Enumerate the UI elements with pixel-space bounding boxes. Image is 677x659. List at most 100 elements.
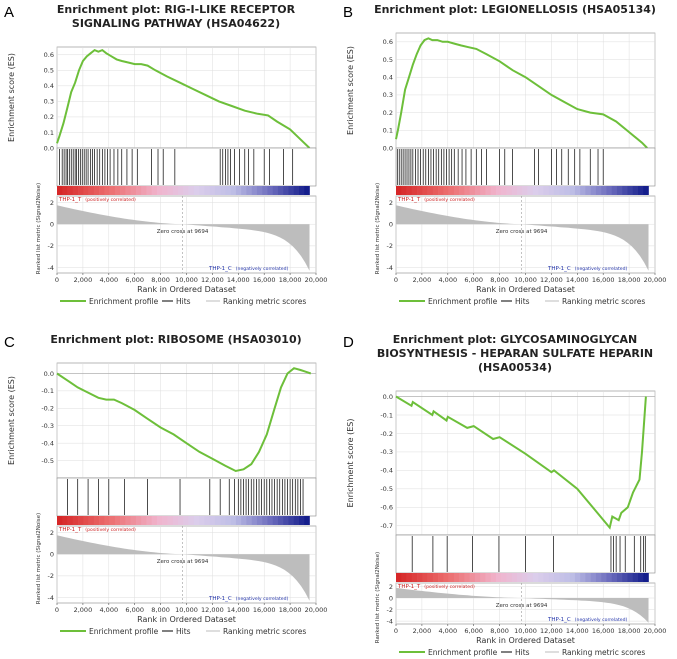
gradient-segment xyxy=(62,516,68,525)
gradient-segment xyxy=(88,186,95,195)
ranked-tick-label: -4 xyxy=(387,617,393,625)
gradient-segment xyxy=(214,186,221,195)
gradient-segment xyxy=(606,186,612,195)
es-ylabel: Enrichment score (ES) xyxy=(7,53,16,142)
es-tick-label: 0.1 xyxy=(44,129,54,137)
x-tick-label: 10,000 xyxy=(175,606,198,614)
gradient-segment xyxy=(193,516,200,525)
legend-metric-label: Ranking metric scores xyxy=(223,627,306,636)
es-ylabel: Enrichment score (ES) xyxy=(346,46,355,135)
gradient-segment xyxy=(580,186,586,195)
es-tick-label: 0.3 xyxy=(44,98,54,106)
gradient-segment xyxy=(214,516,221,525)
gradient-segment xyxy=(616,573,623,582)
gradient-segment xyxy=(83,516,89,525)
x-tick-label: 4,000 xyxy=(99,606,118,614)
es-tick-label: -0.3 xyxy=(380,448,393,456)
negative-label-suffix: (negatively correlated) xyxy=(575,266,628,272)
x-tick-label: 10,000 xyxy=(175,276,198,284)
chart-svg: Enrichment plot: LEGIONELLOSIS (HSA05134… xyxy=(346,3,666,306)
es-tick-label: 0.2 xyxy=(44,113,54,121)
gradient-segment xyxy=(538,573,544,582)
negative-label-name: THP-1_C xyxy=(208,266,232,272)
x-tick-label: 10,000 xyxy=(514,627,537,635)
gradient-segment xyxy=(151,186,158,195)
gradient-segment xyxy=(517,186,523,195)
gradient-segment xyxy=(406,573,413,582)
gradient-segment xyxy=(485,186,491,195)
gradient-segment xyxy=(611,186,618,195)
ranked-tick-label: -2 xyxy=(48,572,54,580)
gradient-segment xyxy=(595,186,602,195)
x-axis-label: Rank in Ordered Dataset xyxy=(137,615,236,624)
negative-label-suffix: (negatively correlated) xyxy=(236,266,289,272)
gradient-segment xyxy=(109,516,116,525)
gradient-segment xyxy=(522,186,528,195)
chart-title: Enrichment plot: GLYCOSAMINOGLYCAN xyxy=(393,333,637,346)
gradient-segment xyxy=(638,573,644,582)
gradient-segment xyxy=(448,573,455,582)
legend-profile-label: Enrichment profile xyxy=(89,627,159,636)
x-tick-label: 18,000 xyxy=(618,627,641,635)
gradient-segment xyxy=(62,186,68,195)
gradient-segment xyxy=(559,186,565,195)
gradient-segment xyxy=(627,573,634,582)
x-tick-label: 8,000 xyxy=(151,276,170,284)
es-tick-label: -0.4 xyxy=(380,467,393,475)
gradient-segment xyxy=(480,186,486,195)
x-tick-label: 8,000 xyxy=(151,606,170,614)
gradient-segment xyxy=(448,186,455,195)
gradient-segment xyxy=(459,186,465,195)
x-tick-label: 10,000 xyxy=(514,276,537,284)
gradient-segment xyxy=(204,186,210,195)
es-tick-label: -0.4 xyxy=(41,439,54,447)
gradient-segment xyxy=(469,186,476,195)
x-tick-label: 6,000 xyxy=(464,276,483,284)
es-ylabel: Enrichment score (ES) xyxy=(7,376,16,465)
gradient-segment xyxy=(411,186,418,195)
zero-cross-label: Zero cross at 9694 xyxy=(496,603,548,609)
x-tick-label: 18,000 xyxy=(279,276,302,284)
es-tick-label: -0.5 xyxy=(41,457,54,465)
es-tick-label: 0.6 xyxy=(44,51,54,59)
gradient-segment xyxy=(501,573,507,582)
x-tick-label: 4,000 xyxy=(438,627,457,635)
negative-label-suffix: (negatively correlated) xyxy=(575,617,628,623)
gradient-segment xyxy=(246,516,252,525)
gradient-segment xyxy=(120,516,126,525)
gradient-segment xyxy=(293,516,300,525)
gradient-segment xyxy=(574,186,581,195)
gradient-segment xyxy=(120,186,126,195)
es-tick-label: -0.2 xyxy=(380,430,393,438)
x-axis-label: Rank in Ordered Dataset xyxy=(476,285,575,294)
gradient-segment xyxy=(511,186,518,195)
gradient-segment xyxy=(527,573,534,582)
x-tick-label: 2,000 xyxy=(413,627,432,635)
gradient-segment xyxy=(559,573,565,582)
gradient-segment xyxy=(235,516,242,525)
ranked-ylabel: Ranked list metric (Signal2Noise) xyxy=(36,513,42,604)
gradient-segment xyxy=(277,186,284,195)
chart-svg: Enrichment plot: GLYCOSAMINOGLYCANBIOSYN… xyxy=(346,333,666,657)
gradient-segment xyxy=(141,186,147,195)
gradient-segment xyxy=(162,186,168,195)
gradient-segment xyxy=(246,186,252,195)
panel-a: A Enrichment plot: RIG-I-LIKE RECEPTOR SIG… xyxy=(0,0,338,329)
gradient-segment xyxy=(178,186,184,195)
es-tick-label: 0.6 xyxy=(383,38,393,46)
ranked-tick-label: -4 xyxy=(48,264,54,272)
gradient-segment xyxy=(172,186,179,195)
gradient-segment xyxy=(209,516,216,525)
gradient-segment xyxy=(443,186,449,195)
ranked-ylabel: Ranked list metric (Signal2Noise) xyxy=(36,183,42,274)
gradient-segment xyxy=(427,573,434,582)
gradient-segment xyxy=(220,516,226,525)
gradient-segment xyxy=(114,186,121,195)
gradient-segment xyxy=(501,186,507,195)
gradient-segment xyxy=(114,516,121,525)
x-tick-label: 16,000 xyxy=(592,627,615,635)
gradient-segment xyxy=(304,186,310,195)
legend-metric-label: Ranking metric scores xyxy=(562,648,645,657)
gradient-segment xyxy=(251,516,258,525)
gradient-segment xyxy=(277,516,284,525)
